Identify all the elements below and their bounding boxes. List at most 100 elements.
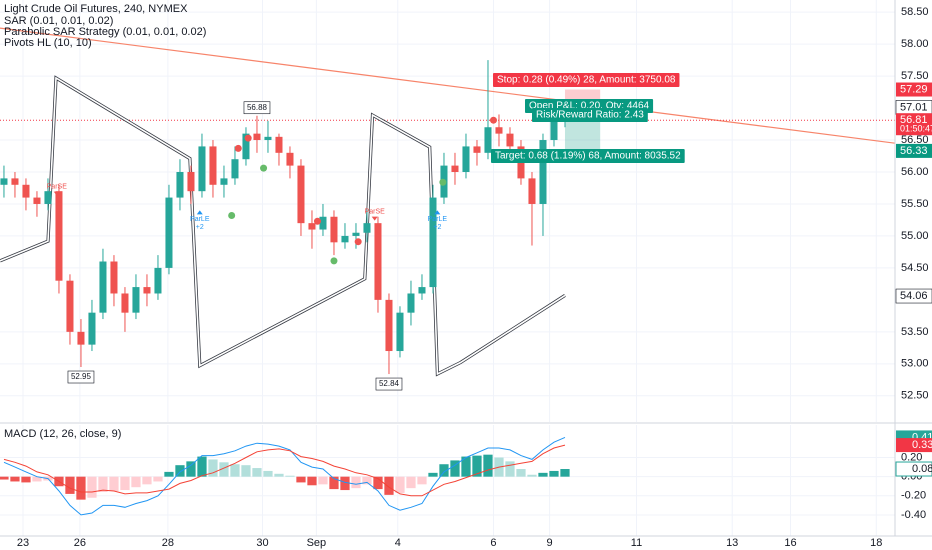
countdown-label: 01:50:47 bbox=[900, 124, 932, 134]
y-tick-label: 56.00 bbox=[901, 166, 929, 178]
candle-body bbox=[0, 178, 8, 185]
histogram-bar bbox=[87, 476, 97, 498]
candle-body bbox=[77, 331, 85, 345]
indicator-label: Pivots HL (10, 10) bbox=[4, 37, 92, 49]
histogram-bar bbox=[153, 476, 163, 482]
histogram-bar bbox=[65, 476, 75, 494]
histogram-bar bbox=[197, 456, 207, 477]
candle-body bbox=[132, 287, 140, 313]
histogram-bar bbox=[285, 475, 295, 477]
signal-sub-label: +2 bbox=[433, 224, 441, 231]
histogram-bar bbox=[263, 470, 273, 477]
candle-body bbox=[308, 223, 316, 230]
pivots-line bbox=[0, 76, 566, 376]
histogram-bar bbox=[527, 474, 537, 477]
position-label: Stop: 0.28 (0.49%) 28, Amount: 3750.08 bbox=[497, 75, 676, 86]
position-label-box bbox=[491, 149, 685, 163]
candle-body bbox=[143, 287, 151, 294]
y-tick-label: 58.50 bbox=[901, 6, 929, 18]
candle-body bbox=[121, 293, 129, 313]
histogram-bar bbox=[307, 476, 317, 486]
position-label-box bbox=[532, 108, 648, 122]
candle-body bbox=[99, 261, 107, 313]
candle-body bbox=[550, 120, 558, 141]
signal-sub-label: +2 bbox=[196, 224, 204, 231]
histogram-bar bbox=[417, 476, 427, 485]
pivot-label-box bbox=[67, 370, 95, 384]
candle-body bbox=[462, 146, 470, 172]
sar-dot bbox=[330, 257, 338, 265]
x-tick-label: 11 bbox=[631, 537, 642, 549]
macd-title: MACD (12, 26, close, 9) bbox=[4, 428, 121, 440]
y-tick-label: 0.20 bbox=[901, 451, 922, 463]
trendline bbox=[0, 27, 896, 144]
candle-body bbox=[66, 280, 74, 332]
indicator-label: Parabolic SAR Strategy (0.01, 0.01, 0.02… bbox=[4, 26, 206, 38]
sar-dot bbox=[260, 164, 268, 172]
pivot-label: 52.95 bbox=[71, 372, 92, 381]
y-tick-label: 58.00 bbox=[901, 38, 929, 50]
x-tick-label: 6 bbox=[490, 537, 496, 549]
sar-dot bbox=[489, 116, 497, 124]
x-tick-label: 28 bbox=[162, 537, 174, 549]
histogram-bar bbox=[406, 476, 416, 489]
sar-dot bbox=[439, 178, 447, 186]
histogram-bar bbox=[120, 476, 130, 491]
histogram-bar bbox=[472, 455, 482, 477]
histogram-bar bbox=[428, 472, 438, 477]
macd-badge bbox=[895, 461, 932, 477]
histogram-bar bbox=[450, 460, 460, 477]
candle-body bbox=[484, 127, 492, 153]
pivot-label-box bbox=[375, 377, 403, 391]
histogram-bar bbox=[329, 476, 339, 490]
candle-body bbox=[286, 152, 294, 166]
price-badge bbox=[896, 113, 932, 136]
candle-body bbox=[385, 299, 393, 352]
histogram-bar bbox=[98, 476, 108, 492]
histogram-bar bbox=[505, 461, 515, 477]
histogram-bar bbox=[208, 459, 218, 477]
candle-body bbox=[231, 159, 239, 179]
candle-body bbox=[209, 146, 217, 185]
candle-body bbox=[242, 133, 250, 160]
candle-body bbox=[88, 312, 96, 345]
x-tick-label: 18 bbox=[870, 537, 882, 549]
histogram-bar bbox=[32, 476, 42, 482]
histogram-bar bbox=[76, 476, 86, 500]
histogram-bar bbox=[230, 464, 240, 477]
histogram-bar bbox=[373, 476, 383, 490]
y-tick-label: -0.40 bbox=[901, 509, 926, 521]
candle-body bbox=[22, 184, 30, 198]
x-tick-label: 16 bbox=[784, 537, 796, 549]
histogram-bar bbox=[395, 476, 405, 493]
candle-body bbox=[110, 261, 118, 294]
y-tick-label: 52.50 bbox=[901, 390, 929, 402]
y-tick-label: 53.00 bbox=[901, 358, 929, 370]
price-badge-label: 54.06 bbox=[900, 290, 928, 302]
x-tick-label: 30 bbox=[256, 537, 268, 549]
histogram-bar bbox=[318, 476, 328, 485]
candle-body bbox=[396, 312, 404, 352]
pivot-label: 52.84 bbox=[379, 379, 400, 388]
position-label: Risk/Reward Ratio: 2.43 bbox=[536, 110, 644, 121]
candle-body bbox=[44, 191, 52, 204]
candle-body bbox=[176, 171, 184, 198]
position-label: Open P&L: 0.20, Qty: 4464 bbox=[529, 101, 650, 112]
x-tick-label: 13 bbox=[726, 537, 738, 549]
x-tick-label: 26 bbox=[74, 537, 86, 549]
x-tick-label: 23 bbox=[17, 537, 29, 549]
sar-dot bbox=[244, 134, 252, 142]
price-badge bbox=[896, 143, 932, 158]
histogram-bar bbox=[439, 464, 449, 477]
histogram-bar bbox=[241, 465, 251, 477]
y-tick-label: 55.50 bbox=[901, 198, 929, 210]
candle-body bbox=[495, 127, 503, 134]
candle-body bbox=[187, 171, 195, 192]
histogram-bar bbox=[560, 469, 570, 477]
histogram-bar bbox=[483, 454, 493, 477]
macd-badge bbox=[896, 438, 932, 453]
signal-arrow bbox=[196, 210, 203, 215]
signal-arrow bbox=[371, 216, 378, 221]
candle-body bbox=[528, 178, 536, 204]
